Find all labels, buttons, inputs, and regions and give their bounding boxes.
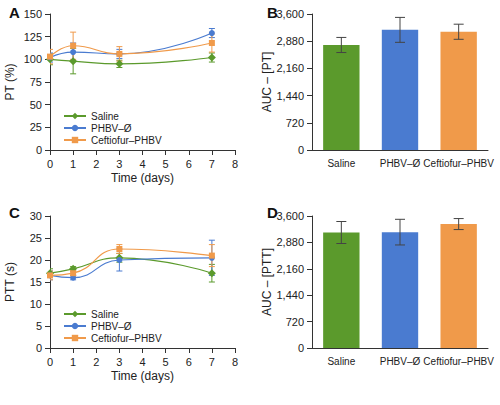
svg-text:6: 6 (186, 356, 192, 368)
svg-text:PHBV–Ø: PHBV–Ø (380, 158, 421, 169)
svg-text:Saline: Saline (327, 158, 355, 169)
svg-text:720: 720 (286, 117, 304, 129)
svg-text:A: A (9, 4, 20, 21)
svg-text:8: 8 (232, 158, 238, 170)
svg-text:2: 2 (93, 158, 99, 170)
svg-text:2: 2 (93, 356, 99, 368)
svg-text:25: 25 (30, 121, 42, 133)
svg-text:7: 7 (209, 356, 215, 368)
svg-text:7: 7 (209, 158, 215, 170)
svg-text:Time (days): Time (days) (111, 369, 174, 383)
svg-text:PHBV–Ø: PHBV–Ø (380, 356, 421, 367)
svg-text:AUC – [PT]: AUC – [PT] (260, 52, 274, 113)
svg-text:Saline: Saline (327, 356, 355, 367)
svg-text:20: 20 (30, 254, 42, 266)
svg-text:25: 25 (30, 232, 42, 244)
svg-text:PHBV–Ø: PHBV–Ø (91, 123, 132, 134)
svg-text:0: 0 (298, 342, 304, 354)
svg-text:0: 0 (298, 144, 304, 156)
svg-text:Ceftiofur–PHBV: Ceftiofur–PHBV (91, 135, 162, 146)
svg-text:0: 0 (36, 342, 42, 354)
svg-text:3,600: 3,600 (276, 210, 304, 222)
svg-text:0: 0 (47, 356, 53, 368)
svg-text:D: D (267, 204, 278, 221)
svg-text:Saline: Saline (91, 111, 119, 122)
svg-text:15: 15 (30, 276, 42, 288)
svg-text:2,160: 2,160 (276, 263, 304, 275)
svg-text:2,160: 2,160 (276, 62, 304, 74)
svg-text:PTT (s): PTT (s) (3, 262, 17, 302)
svg-text:30: 30 (30, 210, 42, 222)
svg-text:100: 100 (24, 53, 42, 65)
svg-text:75: 75 (30, 76, 42, 88)
svg-text:3: 3 (116, 158, 122, 170)
svg-text:0: 0 (36, 144, 42, 156)
svg-text:Saline: Saline (91, 309, 119, 320)
svg-text:1: 1 (70, 158, 76, 170)
svg-text:3: 3 (116, 356, 122, 368)
svg-text:8: 8 (232, 356, 238, 368)
svg-text:2,880: 2,880 (276, 35, 304, 47)
svg-text:720: 720 (286, 316, 304, 328)
svg-text:Ceftiofur–PHBV: Ceftiofur–PHBV (423, 356, 494, 367)
svg-text:50: 50 (30, 99, 42, 111)
svg-text:125: 125 (24, 31, 42, 43)
svg-text:2,880: 2,880 (276, 236, 304, 248)
svg-text:6: 6 (186, 158, 192, 170)
svg-text:150: 150 (24, 8, 42, 20)
svg-text:5: 5 (163, 356, 169, 368)
svg-text:Ceftiofur–PHBV: Ceftiofur–PHBV (91, 333, 162, 344)
svg-text:PHBV–Ø: PHBV–Ø (91, 321, 132, 332)
svg-text:5: 5 (36, 320, 42, 332)
svg-text:B: B (267, 4, 278, 21)
svg-text:AUC – [PTT]: AUC – [PTT] (260, 248, 274, 316)
svg-text:Ceftiofur–PHBV: Ceftiofur–PHBV (423, 158, 494, 169)
svg-text:Time (days): Time (days) (111, 171, 174, 185)
svg-text:5: 5 (163, 158, 169, 170)
svg-text:3,600: 3,600 (276, 8, 304, 20)
svg-text:1,440: 1,440 (276, 90, 304, 102)
svg-text:10: 10 (30, 298, 42, 310)
svg-text:4: 4 (139, 158, 145, 170)
svg-text:4: 4 (139, 356, 145, 368)
svg-text:C: C (9, 204, 20, 221)
svg-text:0: 0 (47, 158, 53, 170)
svg-text:1: 1 (70, 356, 76, 368)
svg-text:1,440: 1,440 (276, 289, 304, 301)
svg-text:PT (%): PT (%) (3, 63, 17, 100)
